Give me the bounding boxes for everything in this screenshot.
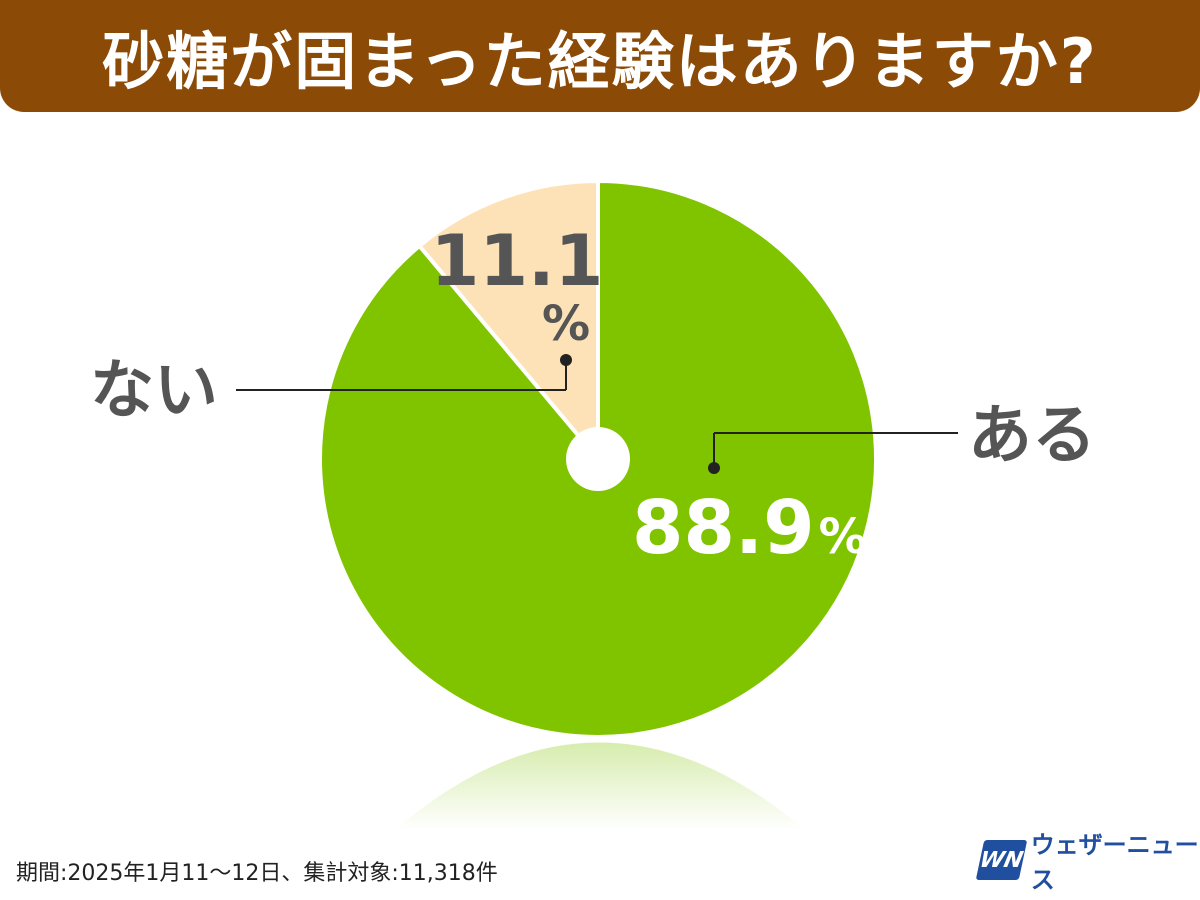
callout-yes: [708, 432, 958, 474]
callout-no: [236, 354, 572, 391]
pie-reflection: [395, 742, 805, 830]
page-title: 砂糖が固まった経験はありますか?: [102, 25, 1098, 98]
slice-label-no: ない: [90, 354, 218, 428]
title-bar: 砂糖が固まった経験はありますか?: [0, 0, 1200, 112]
brand-name: ウェザーニュース: [1030, 831, 1199, 894]
slice-value-no-percent-sign: %: [542, 296, 590, 352]
survey-period-note: 期間:2025年1月11〜12日、集計対象:11,318件: [16, 861, 498, 886]
brand: WN ウェザーニュース: [975, 831, 1200, 894]
weathernews-logo: WN: [975, 840, 1027, 880]
slice-value-yes: 88.9%: [632, 485, 867, 571]
pie-center-hole: [566, 427, 630, 491]
slice-label-yes: ある: [968, 399, 1096, 473]
slice-value-no: 11.1: [431, 220, 604, 302]
